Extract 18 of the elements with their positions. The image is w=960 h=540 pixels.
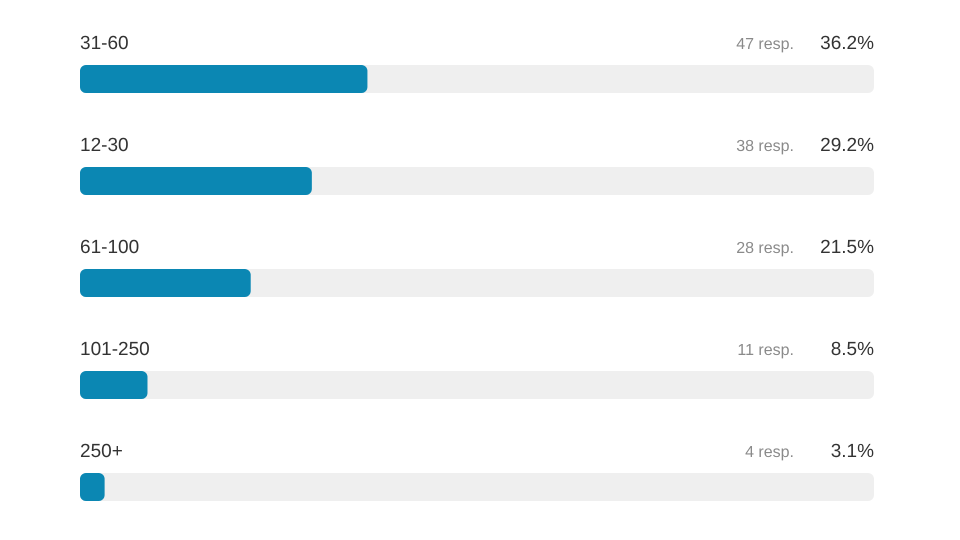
annotation: 28 resp. [736, 240, 794, 257]
annotation: 47 resp. [736, 36, 794, 53]
annotation: 11 resp. [737, 342, 794, 359]
data-label: 3.1% [830, 441, 874, 462]
bar [80, 473, 105, 501]
y-tick-label: 250+ [80, 441, 123, 462]
bar [80, 269, 251, 297]
y-tick-label: 61-100 [80, 237, 140, 258]
y-tick-label: 101-250 [80, 339, 150, 360]
data-label: 29.2% [820, 135, 874, 156]
annotation: 38 resp. [736, 138, 794, 155]
annotation: 4 resp. [745, 444, 794, 461]
y-tick-label: 12-30 [80, 135, 129, 156]
data-label: 36.2% [820, 33, 874, 54]
data-label: 21.5% [820, 237, 874, 258]
data-label: 8.5% [830, 339, 874, 360]
bar [80, 371, 148, 399]
y-tick-label: 31-60 [80, 33, 129, 54]
